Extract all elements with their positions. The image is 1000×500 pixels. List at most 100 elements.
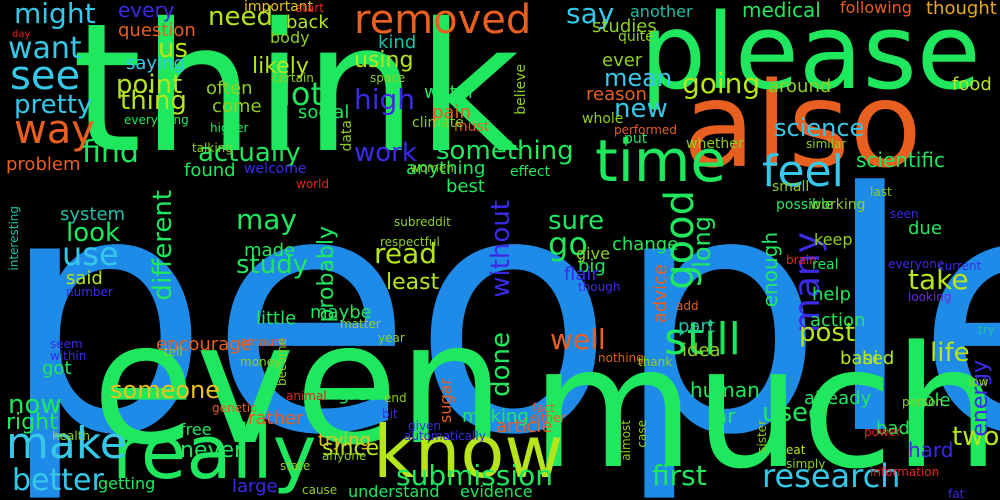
word-advice: advice	[650, 264, 671, 324]
word-energy: energy	[968, 360, 993, 437]
word-come: come	[212, 96, 262, 117]
word-two: two	[952, 422, 1000, 452]
word-fat: fat	[948, 487, 965, 500]
word-matter: matter	[340, 317, 381, 331]
word-climate: climate	[412, 115, 464, 131]
word-social: social	[298, 102, 350, 123]
word-working: working	[810, 197, 866, 213]
word-little: little	[256, 308, 297, 329]
word-anything: anything	[406, 158, 486, 179]
word-know: know	[373, 410, 564, 494]
word-someone: someone	[110, 376, 220, 404]
word-thing: thing	[120, 86, 187, 116]
word-pretty: pretty	[14, 90, 93, 120]
word-possible: possible	[776, 197, 834, 213]
word-still: still	[664, 314, 741, 365]
word-got: got	[42, 358, 72, 379]
word-small: small	[772, 179, 810, 195]
word-sure: sure	[548, 206, 605, 236]
word-sugar: sugar	[436, 378, 455, 424]
word-system: system	[60, 204, 126, 225]
word-question: question	[118, 20, 196, 41]
word-end: end	[384, 391, 407, 405]
word-looking: looking	[908, 290, 952, 304]
word-give: give	[576, 244, 610, 263]
word-state: state	[280, 459, 311, 473]
word-last: last	[870, 185, 892, 199]
word-quite: quite	[618, 29, 654, 45]
word-used: used	[762, 398, 825, 428]
word-higher: higher	[210, 121, 249, 135]
word-either: either	[530, 411, 566, 425]
word-please: please	[640, 0, 981, 113]
word-way: way	[14, 107, 95, 153]
word-food: food	[952, 74, 992, 95]
word-based: based	[840, 348, 895, 369]
word-least: least	[386, 270, 440, 295]
word-performed: performed	[614, 123, 677, 137]
word-space: space	[370, 71, 406, 85]
word-study: study	[236, 250, 309, 280]
word-thank: thank	[638, 355, 673, 369]
word-current: current	[938, 259, 982, 273]
word-point: point	[116, 70, 183, 100]
word-thought: thought	[926, 0, 997, 19]
word-able: able	[912, 390, 951, 411]
word-nothing: nothing	[598, 351, 644, 365]
word-seen: seen	[890, 207, 919, 221]
word-become: become	[275, 338, 289, 387]
word-money: money	[240, 355, 282, 369]
word-help: help	[812, 284, 851, 305]
word-person: person	[902, 395, 944, 409]
word-within: within	[50, 349, 87, 363]
word-time: time	[595, 127, 727, 195]
word-talking: talking	[192, 141, 233, 155]
word-though: though	[578, 280, 621, 294]
word-welcome: welcome	[244, 161, 307, 177]
word-everything: everything	[124, 113, 189, 127]
word-eat: eat	[786, 443, 806, 457]
word-trying: trying	[318, 430, 371, 451]
word-since: since	[322, 436, 380, 461]
word-pain: pain	[432, 102, 471, 123]
word-believe: believe	[513, 64, 529, 115]
word-really: really	[112, 410, 317, 496]
word-respectful: respectful	[380, 235, 440, 249]
word-problem: problem	[6, 154, 81, 175]
word-whether: whether	[686, 136, 744, 152]
word-new: new	[614, 94, 668, 124]
word-data: data	[339, 120, 355, 152]
word-sister: sister	[755, 420, 769, 453]
word-certain: certain	[272, 71, 314, 85]
word-keep: keep	[814, 230, 853, 249]
word-put: put	[624, 131, 648, 147]
word-life: life	[930, 338, 970, 368]
word-medical: medical	[742, 0, 821, 22]
word-automatically: automatically	[404, 429, 486, 443]
word-number: number	[66, 285, 113, 299]
word-encourage: encourage	[156, 334, 252, 355]
word-make: make	[6, 418, 127, 469]
word-every: every	[118, 0, 175, 22]
word-reason: reason	[586, 84, 647, 105]
word-removed: removed	[354, 0, 532, 43]
word-health: health	[52, 429, 90, 443]
word-everyone: everyone	[888, 257, 945, 271]
word-genetic: genetic	[212, 401, 257, 415]
word-anyone: anyone	[322, 449, 367, 463]
word-human: human	[690, 378, 760, 402]
word-fact: fact	[532, 401, 555, 415]
word-back: back	[286, 12, 329, 33]
word-given: given	[408, 419, 442, 433]
word-amount: amount	[240, 335, 287, 349]
word-try: try	[978, 323, 995, 337]
word-may: may	[236, 203, 298, 236]
word-article: article	[496, 416, 553, 437]
word-bit: bit	[382, 407, 398, 421]
word-around: around	[768, 76, 832, 97]
word-look: look	[66, 218, 121, 248]
word-read: read	[374, 237, 438, 270]
word-due: due	[908, 218, 942, 239]
word-high: high	[354, 83, 416, 116]
